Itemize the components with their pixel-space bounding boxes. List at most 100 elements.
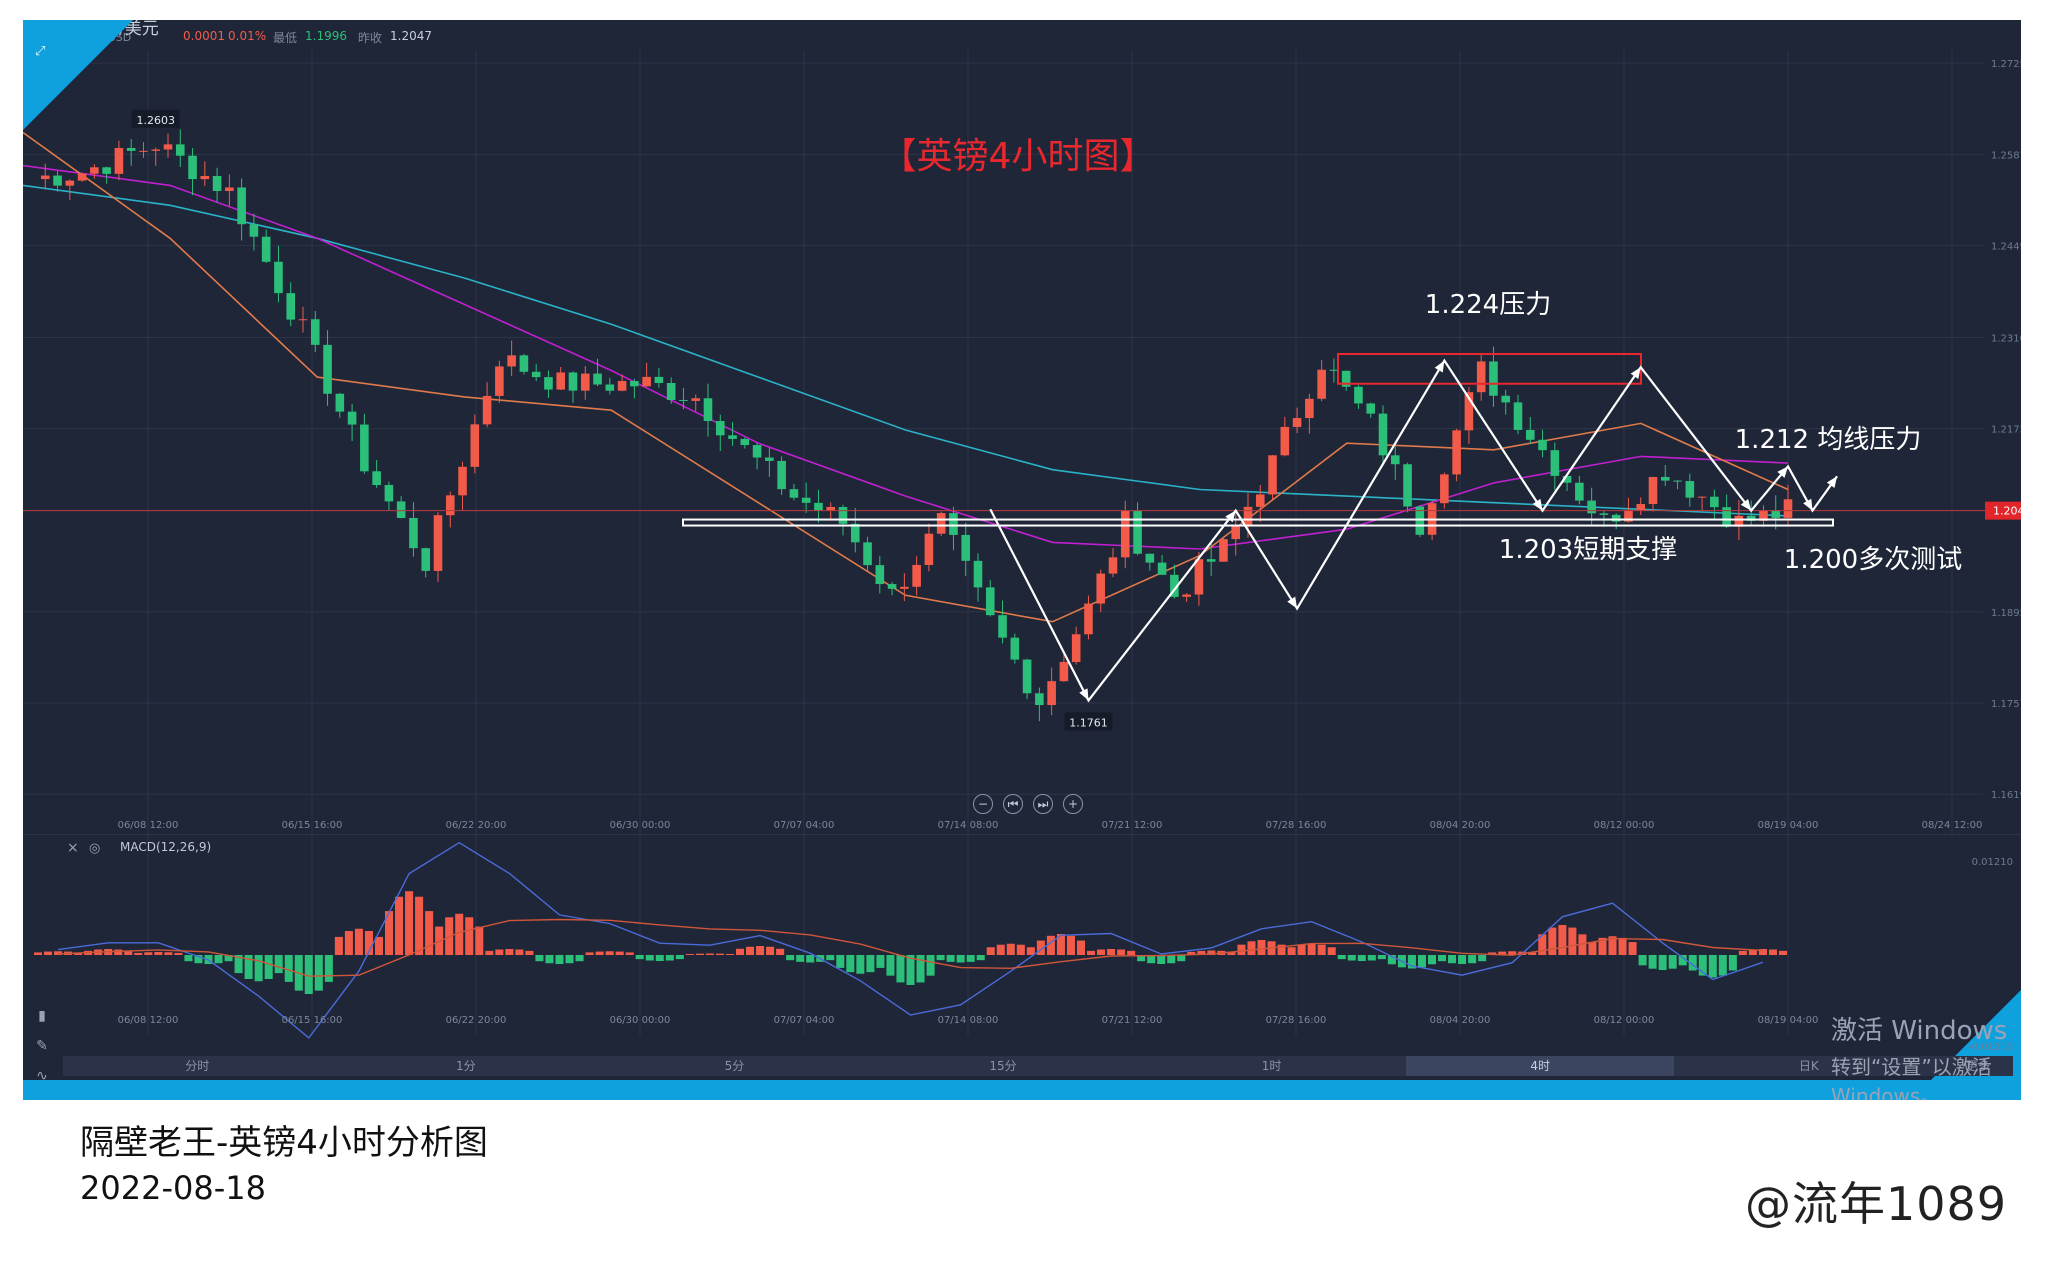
timeframe-tab-2[interactable]: 5分 <box>724 1059 745 1073</box>
candle-body <box>1722 507 1731 527</box>
macd-dea-line <box>58 918 1763 977</box>
macd-x-tick-label: 06/08 12:00 <box>118 1015 179 1026</box>
test-label: 1.200多次测试 <box>1784 545 1962 575</box>
settings-icon[interactable]: ◎ <box>89 841 100 856</box>
zoom-out-button[interactable]: − <box>973 794 993 814</box>
macd-histogram-bar <box>1688 955 1697 971</box>
candle-body <box>1120 510 1130 558</box>
wave-icon[interactable]: ∿ <box>36 1068 48 1084</box>
candle-body <box>765 457 774 461</box>
macd-histogram-bar <box>144 952 153 955</box>
macd-chart[interactable]: 0.01210 -0.01210 06/08 12:00 06/15 16:00 06/… <box>23 835 2021 1055</box>
timeframe-tab-6[interactable]: 日K <box>1798 1059 1819 1073</box>
macd-histogram-bar <box>1738 950 1747 955</box>
candle-body <box>1341 370 1351 387</box>
macd-histogram-bar <box>1247 941 1256 955</box>
macd-x-tick-label: 08/19 04:00 <box>1758 1015 1819 1026</box>
macd-histogram-bar <box>866 955 875 973</box>
macd-histogram-bar <box>1327 947 1336 955</box>
candle-body <box>1587 500 1596 514</box>
timeframe-tab-4[interactable]: 1时 <box>1261 1059 1282 1073</box>
macd-histogram-bar <box>1558 925 1567 955</box>
macd-histogram-bar <box>324 955 333 982</box>
indicator-icon[interactable]: ▮ <box>38 1008 46 1024</box>
candle-body <box>90 167 99 174</box>
scroll-start-button[interactable]: ⏮ <box>1003 794 1023 814</box>
candle-body <box>1562 475 1572 483</box>
macd-histogram-bar <box>976 955 985 961</box>
candle-body <box>630 381 639 387</box>
more-timeframes-button[interactable]: 更多 <box>1966 1059 1991 1073</box>
macd-histogram-bar <box>425 911 434 955</box>
macd-histogram-bar <box>1427 955 1436 965</box>
macd-histogram-bar <box>1618 937 1627 955</box>
candle-body <box>1292 418 1302 427</box>
macd-histogram-bar <box>1508 951 1517 955</box>
candle-body <box>323 344 332 394</box>
candle-body <box>188 155 197 180</box>
swing-arrowhead <box>1225 510 1236 523</box>
macd-histogram-bar <box>1046 935 1055 955</box>
macd-histogram-bar <box>1317 944 1326 955</box>
macd-histogram-bar <box>806 955 815 963</box>
candle-body <box>1759 510 1768 521</box>
high-marker: 1.2603 <box>136 114 175 127</box>
macd-histogram-bar <box>284 955 293 982</box>
x-tick-label: 06/30 00:00 <box>610 820 671 831</box>
macd-histogram-bar <box>1458 955 1467 964</box>
macd-histogram-bar <box>495 949 504 955</box>
macd-histogram-bar <box>54 951 63 955</box>
price-chart[interactable]: 【英镑4小时图】 1.224压力 1.203短期支撑 1.200多次测试 1.212 均… <box>23 20 2021 835</box>
macd-histogram-bar <box>605 951 614 955</box>
macd-histogram-bar <box>1548 927 1557 955</box>
candle-body <box>507 355 516 367</box>
chart-title: 【英镑4小时图】 <box>881 136 1156 177</box>
macd-histogram-bar <box>1197 950 1206 955</box>
timeframe-tab-0[interactable]: 分时 <box>185 1059 210 1073</box>
macd-histogram-bar <box>1207 950 1216 955</box>
candle-body <box>1636 504 1646 511</box>
swing-arrowhead <box>1630 367 1641 379</box>
macd-histogram-bar <box>1698 955 1707 976</box>
candle-body <box>605 384 615 391</box>
candle-body <box>703 398 713 422</box>
candle-body <box>973 560 983 588</box>
candle-body <box>1305 398 1314 419</box>
macd-histogram-bar <box>1147 955 1156 964</box>
y-tick-label: 1.2310 <box>1991 333 2021 344</box>
macd-histogram-bar <box>234 955 243 974</box>
y-tick-label: 1.2725 <box>1991 59 2021 70</box>
zoom-in-button[interactable]: + <box>1063 794 1083 814</box>
candle-body <box>249 224 259 237</box>
candle-body <box>482 395 492 425</box>
swing-arrowhead <box>1826 476 1838 488</box>
candle-body <box>310 319 320 345</box>
macd-histogram-bar <box>515 949 524 955</box>
macd-histogram-bar <box>174 952 183 955</box>
candle-body <box>1648 476 1658 505</box>
macd-histogram-bar <box>314 955 323 991</box>
pencil-icon[interactable]: ✎ <box>36 1038 48 1054</box>
macd-histogram-bar <box>1287 947 1296 955</box>
timeframe-tab-3[interactable]: 15分 <box>989 1059 1017 1073</box>
candle-body <box>924 533 934 565</box>
candle-body <box>433 515 443 571</box>
close-icon[interactable]: × <box>67 840 79 856</box>
scroll-end-button[interactable]: ⏭ <box>1033 794 1053 814</box>
timeframe-tab-1[interactable]: 1分 <box>456 1059 476 1073</box>
macd-histogram-bar <box>385 911 394 955</box>
timeframe-tab-5[interactable]: 4时 <box>1405 1056 1675 1076</box>
candle-body <box>740 438 750 446</box>
macd-histogram-bar <box>405 891 414 955</box>
macd-histogram-bar <box>625 952 634 955</box>
macd-histogram-bar <box>846 955 855 973</box>
macd-histogram-bar <box>956 955 965 963</box>
candle-body <box>642 376 651 387</box>
x-tick-label: 08/24 12:00 <box>1922 820 1983 831</box>
expand-icon[interactable]: ⤢ <box>35 44 46 59</box>
macd-histogram-bar <box>776 948 785 955</box>
candle-body <box>789 489 799 498</box>
macd-histogram-bar <box>1598 937 1607 955</box>
candle-body <box>1329 369 1339 371</box>
macd-histogram-bar <box>766 946 775 955</box>
